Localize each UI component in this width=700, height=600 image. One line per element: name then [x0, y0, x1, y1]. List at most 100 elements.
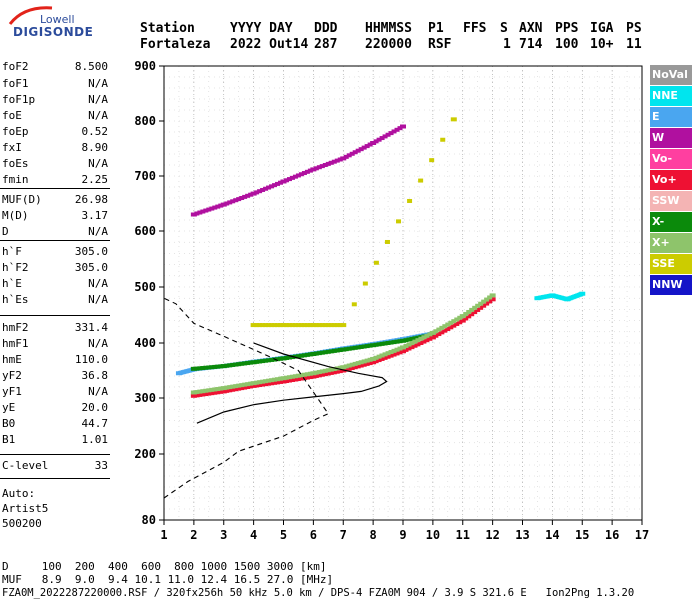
trace-segment-x [298, 353, 304, 358]
trace-segment-x [451, 319, 457, 324]
trace-segment-x [224, 363, 230, 368]
param-value: 305.0 [74, 261, 108, 274]
trace-segment-x [418, 336, 424, 341]
trace-segment-sse [260, 323, 266, 328]
param-value: 110.0 [74, 353, 108, 366]
trace-segment-vo [301, 376, 307, 381]
param-key: h`Es [2, 293, 29, 306]
trace-segment-sse [440, 137, 446, 142]
trace-segment-vo [272, 380, 278, 385]
trace-point-x [400, 338, 406, 343]
trace-point-x [190, 390, 197, 395]
y-tick-label: 300 [134, 391, 156, 405]
param-value: 331.4 [74, 321, 108, 334]
param-key: fmin [2, 173, 29, 186]
trace-segment-w [361, 145, 367, 150]
trace-segment-x [194, 366, 200, 371]
trace-segment-w [391, 129, 397, 134]
trace-segment-x [343, 347, 349, 352]
param-value: N/A [88, 77, 108, 90]
trace-segment-w [215, 204, 221, 209]
trace-segment-vo [385, 354, 391, 359]
trace-segment-w [224, 201, 230, 206]
trace-segment-vo [421, 339, 427, 344]
param-row-fmin: fmin 2.25 [2, 173, 108, 189]
param-key: foE [2, 109, 22, 122]
y-tick-label: 900 [134, 59, 156, 73]
trace-segment-vo [475, 307, 481, 312]
trace-segment-w [194, 211, 200, 216]
x-tick-label: 5 [280, 528, 287, 542]
trace-segment-x [257, 359, 263, 364]
trace-segment-x [319, 369, 325, 374]
header-label-2: DDD [314, 21, 338, 36]
trace-segment-x [379, 353, 385, 358]
param-key: foEs [2, 157, 29, 170]
param-row-b1: B1 1.01 [2, 433, 108, 449]
header-label-3: HHMMSS [365, 21, 412, 36]
trace-segment-sse [396, 219, 402, 224]
param-value: 3.17 [81, 209, 109, 222]
trace-segment-sse [334, 323, 340, 328]
trace-segment-x [215, 364, 221, 369]
header-label-10: PS [626, 21, 642, 36]
trace-segment-x [313, 351, 319, 356]
trace-segment-x [394, 347, 400, 352]
x-tick-label: 7 [340, 528, 347, 542]
param-separator [0, 478, 110, 479]
x-tick-label: 1 [160, 528, 167, 542]
trace-segment-x [364, 344, 370, 349]
x-tick-label: 10 [426, 528, 440, 542]
trace-segment-sse [301, 323, 307, 328]
param-row-yf1: yF1 N/A [2, 385, 108, 401]
trace-segment-vo [469, 312, 475, 317]
legend-item-w: W [650, 128, 692, 148]
trace-segment-vo [295, 377, 301, 382]
param-value: N/A [88, 385, 108, 398]
trace-segment-x [301, 353, 307, 358]
trace-segment-w [316, 165, 322, 170]
trace-segment-w [322, 163, 328, 167]
trace-point-x [220, 386, 227, 391]
trace-segment-x [406, 337, 412, 342]
param-row-hf2: h`F2 305.0 [2, 261, 108, 277]
trace-segment-x [203, 365, 209, 370]
param-row-d: D N/A [2, 225, 108, 241]
trace-point-vo [220, 389, 227, 394]
trace-point-vo [489, 297, 496, 302]
trace-segment-w [203, 208, 209, 213]
trace-segment-sse [331, 323, 337, 328]
trace-segment-x [382, 341, 388, 346]
trace-segment-x [472, 305, 478, 310]
trace-segment-vo [412, 343, 418, 348]
trace-segment-x [388, 350, 394, 355]
footer-distance-row: D 100 200 400 600 800 1000 1500 3000 [km… [2, 560, 327, 573]
trace-point-x [280, 376, 287, 381]
trace-segment-w [230, 199, 236, 204]
trace-segment-x [197, 366, 203, 371]
trace-segment-vo [266, 381, 272, 386]
param-key: h`F2 [2, 261, 29, 274]
trace-segment-x [412, 336, 418, 341]
param-key: hmE [2, 353, 22, 366]
param-row-hf: h`F 305.0 [2, 245, 108, 261]
trace-segment-vo [206, 391, 212, 396]
trace-segment-vo [322, 372, 328, 377]
trace-segment-x [263, 379, 269, 384]
header-label-4: P1 [428, 21, 444, 36]
trace-segment-x [209, 365, 215, 370]
trace-segment-x [206, 365, 212, 370]
param-row-hes: h`Es N/A [2, 293, 108, 309]
trace-point-sse [250, 323, 257, 328]
param-row-he: h`E N/A [2, 277, 108, 293]
trace-segment-vo [451, 323, 457, 328]
y-tick-label: 700 [134, 169, 156, 183]
trace-segment-x [316, 351, 322, 356]
trace-segment-x [352, 345, 358, 350]
trace-segment-x [298, 373, 304, 378]
trace-segment-w [355, 148, 361, 153]
trace-segment-x [409, 341, 415, 346]
trace-segment-x [230, 384, 236, 389]
trace-segment-w [313, 166, 319, 171]
